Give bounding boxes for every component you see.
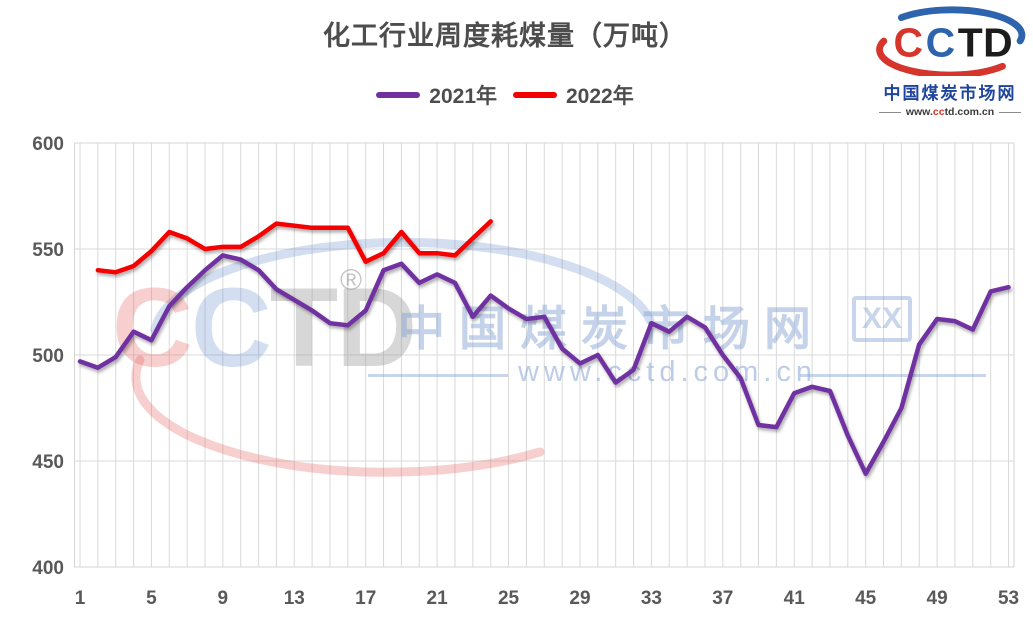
y-tick-label: 600 [32, 134, 64, 155]
plot-border [74, 142, 1015, 568]
legend: 2021年 2022年 [0, 80, 1010, 110]
watermark-letter: C [190, 265, 272, 390]
x-tick-label: 53 [998, 588, 1019, 609]
y-tick-label: 550 [32, 240, 64, 261]
x-tick-label: 21 [427, 588, 449, 609]
logo-letter-d: D [983, 20, 1013, 66]
x-tick-label: 41 [784, 588, 806, 609]
logo-letter-c1: C [894, 20, 924, 66]
watermark-site-name: 中国煤炭市场网 [398, 302, 825, 355]
x-tick-labels: 1 5 9 13 17 21 25 29 33 37 41 45 49 53 [75, 588, 1019, 609]
x-tick-label: 25 [498, 588, 520, 609]
x-tick-label: 9 [218, 588, 229, 609]
watermark-site-url: www.cctd.com.cn [518, 356, 817, 388]
watermark-cctd-logo: CCTD [112, 272, 417, 384]
x-tick-label: 45 [855, 588, 877, 609]
watermark-red-arc [131, 355, 545, 477]
logo-url-rule-left [878, 111, 901, 113]
x-tick-label: 1 [75, 588, 86, 609]
logo-red-arc [876, 37, 1006, 79]
legend-label-2021: 2021年 [429, 85, 497, 108]
watermark-rule-right [800, 374, 986, 377]
logo-site-name: 中国煤炭市场网 [883, 84, 1017, 103]
logo-url-rule-right [999, 111, 1022, 113]
legend-item-2022: 2022年 [513, 80, 634, 110]
x-tick-label: 5 [146, 588, 157, 609]
watermark-letter: C [112, 265, 193, 390]
logo-letter-c2: C [926, 20, 956, 66]
x-tick-label: 17 [355, 588, 376, 609]
chart-title: 化工行业周度耗煤量（万吨） [323, 21, 687, 51]
legend-item-2021: 2021年 [376, 80, 497, 110]
cctd-logo: C C T D 中国煤炭市场网 www.cctd.com.cn [872, 4, 1028, 118]
y-tick-label: 500 [32, 346, 64, 367]
cctd-logo-mark: C C T D [876, 6, 1026, 79]
watermark-xx-seal: XX [852, 296, 913, 342]
watermark-letter: D [336, 265, 417, 390]
logo-letter-t: T [958, 20, 983, 66]
y-tick-label: 450 [32, 452, 64, 473]
y-tick-label: 400 [32, 558, 64, 579]
x-tick-label: 33 [641, 588, 662, 609]
x-tick-label: 37 [712, 588, 733, 609]
watermark-blue-arc [150, 237, 655, 335]
watermark-letter: T [269, 265, 338, 390]
legend-swatch-2022 [513, 92, 557, 98]
x-tick-label: 49 [927, 588, 948, 609]
legend-swatch-2021 [376, 92, 421, 98]
y-tick-labels: 600 550 500 450 400 [32, 134, 64, 579]
logo-url-text: www.cctd.com.cn [905, 106, 995, 118]
registered-trademark-icon: ® [340, 264, 363, 297]
series-line-2022年 [95, 219, 493, 275]
series-line-2021年 [77, 253, 1011, 476]
logo-site-url: www.cctd.com.cn [872, 106, 1028, 118]
logo-blue-arc [897, 6, 1026, 45]
gridlines [74, 142, 1014, 568]
x-tick-label: 13 [284, 588, 305, 609]
watermark-rule-left [368, 374, 508, 377]
legend-label-2022: 2022年 [566, 85, 634, 108]
x-tick-label: 29 [569, 588, 590, 609]
